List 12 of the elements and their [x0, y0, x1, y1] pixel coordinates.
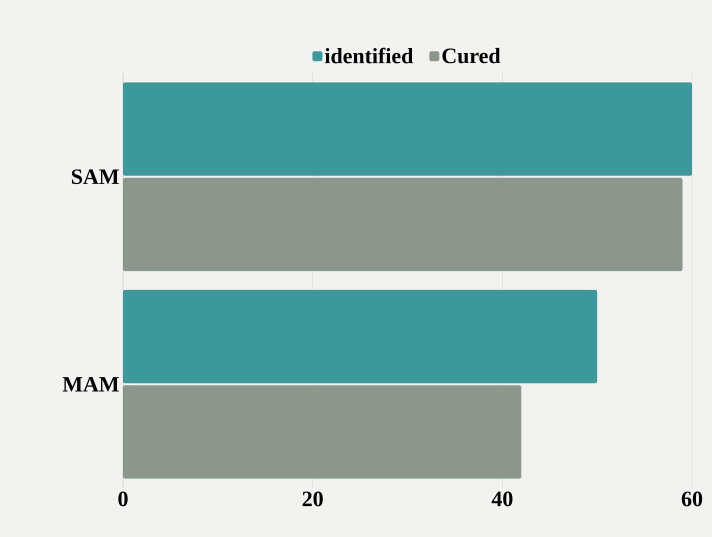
x-tick-label: 20: [302, 492, 323, 506]
x-tick-label: 60: [682, 492, 702, 506]
x-tick-label: 0: [118, 492, 128, 506]
y-tick-label: MAM: [62, 377, 119, 392]
y-tick-label: SAM: [72, 169, 119, 184]
bar: [123, 385, 522, 479]
legend-label: identified: [324, 48, 414, 64]
bar: [123, 178, 683, 272]
bar: [123, 290, 598, 384]
x-tick-label: 40: [492, 492, 512, 506]
bar: [123, 82, 692, 176]
legend-label: Cured: [442, 48, 500, 64]
